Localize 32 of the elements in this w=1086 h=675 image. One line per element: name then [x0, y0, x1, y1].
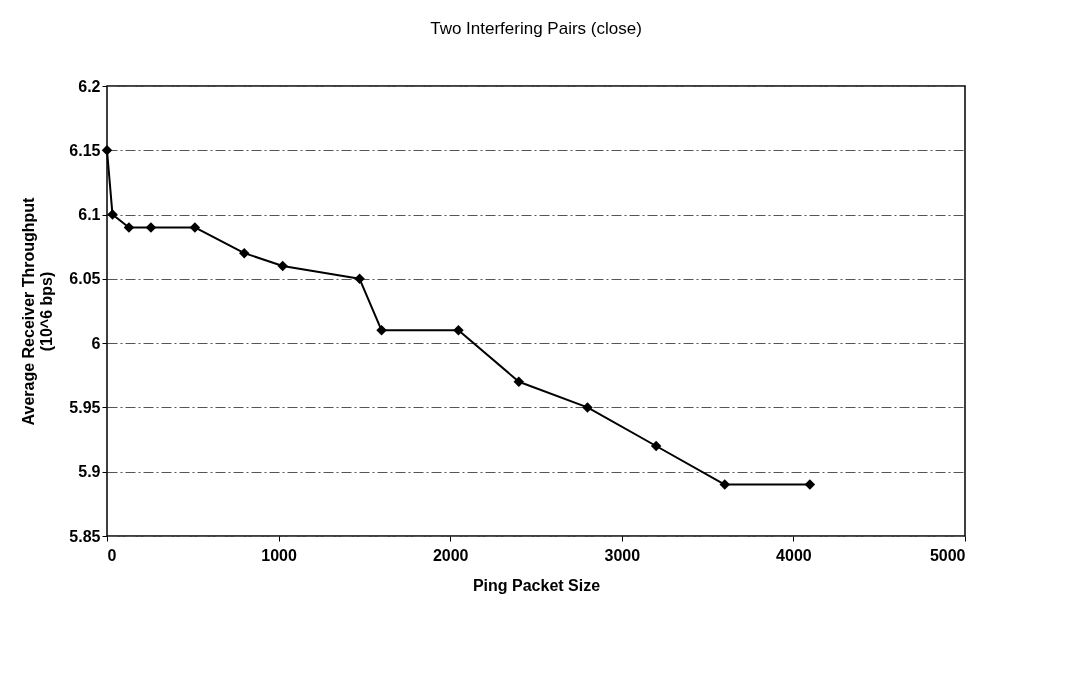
x-tick-label: 2000 [432, 546, 469, 564]
y-tick-label: 6.05 [69, 270, 101, 288]
point [123, 222, 135, 233]
point [354, 273, 365, 285]
y-tick-label: 6.2 [78, 77, 101, 95]
x-tick-label: 5000 [929, 546, 966, 564]
point [189, 222, 201, 233]
point [145, 222, 157, 233]
x-axis-title: Ping Packet Size [472, 576, 601, 594]
x-tick-label: 0 [107, 546, 117, 564]
y-axis-title: Average Receiver Throughput (10^6 bps) [20, 196, 56, 426]
y-tick-label: 5.9 [78, 463, 101, 481]
point [376, 325, 387, 336]
point [239, 247, 250, 259]
x-tick-label: 1000 [261, 546, 297, 564]
point [513, 376, 525, 387]
y-tick-label: 5.85 [69, 527, 101, 545]
point [719, 479, 730, 490]
x-tick-label: 4000 [776, 546, 812, 564]
x-tick-label: 3000 [604, 546, 641, 564]
point [804, 479, 816, 490]
point [277, 260, 288, 272]
point [582, 402, 593, 413]
y-tick-label: 6.1 [78, 206, 101, 224]
y-tick-label: 5.95 [69, 398, 101, 416]
chart-title: Two Interfering Pairs (close) [430, 19, 642, 38]
y-tick-label: 6.15 [69, 141, 101, 159]
point [453, 325, 464, 336]
y-tick-label: 6 [91, 334, 101, 352]
point [101, 145, 113, 156]
point [107, 209, 118, 220]
point [650, 440, 662, 452]
